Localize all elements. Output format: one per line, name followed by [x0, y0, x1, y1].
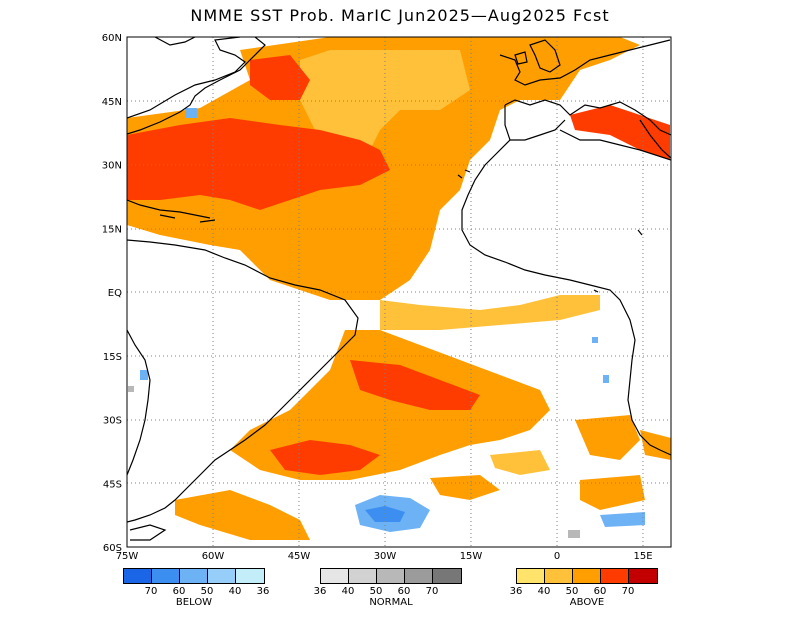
above-region-south-mid: [490, 450, 550, 475]
legend-swatch: [208, 569, 236, 583]
legend-tick: 50: [565, 586, 579, 597]
below-region-se-patch: [600, 512, 645, 527]
legend-tick: 70: [144, 586, 158, 597]
normal-cell-southwest: [128, 386, 134, 392]
above-region-south-atlantic-core: [350, 360, 480, 410]
legend-swatch: [517, 569, 545, 583]
lon-label: 45W: [288, 551, 311, 562]
legend-above-caption: ABOVE: [569, 597, 605, 608]
lat-label: 45N: [102, 97, 122, 108]
lat-label: 15N: [102, 224, 122, 235]
legend-below-ticks: 70 60 50 40 36: [123, 584, 270, 598]
coast-islands: [457, 169, 643, 293]
lat-label: 45S: [103, 479, 122, 490]
legend-above-ticks: 36 40 50 60 70: [510, 584, 658, 598]
legend-swatch: [349, 569, 377, 583]
map-frame: [126, 36, 672, 548]
legend-swatch: [180, 569, 208, 583]
coast-south-america: [127, 239, 359, 523]
lon-label: 15W: [460, 551, 483, 562]
lon-axis: 75W 60W 45W 30W 15W 0 15E: [116, 551, 653, 562]
legend-normal-caption: NORMAL: [369, 597, 413, 608]
below-cell-north: [185, 108, 197, 118]
lon-label: 60W: [202, 551, 225, 562]
legend-below: 70 60 50 40 36 BELOW: [123, 568, 270, 608]
legend-swatch: [124, 569, 152, 583]
coast-cuba-caribbean: [127, 199, 216, 223]
legend-swatch: [152, 569, 180, 583]
legend-above: 36 40 50 60 70 ABOVE: [510, 568, 658, 608]
legend-tick: 70: [425, 586, 439, 597]
legend-below-swatches: [123, 568, 265, 584]
legend-tick: 36: [509, 586, 523, 597]
legend-tick: 60: [593, 586, 607, 597]
coastlines: [127, 37, 671, 541]
lat-label: 30S: [103, 416, 122, 427]
lat-axis: 60N 45N 30N 15N EQ 15S 30S 45S 60S: [102, 33, 122, 554]
legend-tick: 40: [228, 586, 242, 597]
legend-swatch: [573, 569, 601, 583]
lat-label: 60S: [103, 543, 122, 554]
lat-label: EQ: [108, 288, 122, 299]
legend-below-caption: BELOW: [175, 597, 213, 608]
above-region-benguela: [640, 430, 671, 460]
coast-europe: [499, 39, 671, 136]
above-region-nw-patch: [250, 55, 310, 100]
below-cell-africa-2: [592, 337, 598, 343]
legend-swatch: [321, 569, 349, 583]
legend-swatch: [601, 569, 629, 583]
coast-tierra-del-fuego: [129, 524, 167, 541]
legend-swatch: [545, 569, 573, 583]
below-cell-south-america: [140, 370, 148, 380]
legend-normal-swatches: [320, 568, 462, 584]
legend-tick: 50: [369, 586, 383, 597]
lon-label: 75W: [116, 551, 139, 562]
coast-greenland: [154, 37, 196, 46]
coast-north-america: [127, 37, 266, 135]
above-region-south-coast: [270, 440, 380, 475]
legend-swatch: [377, 569, 405, 583]
lat-label: 15S: [103, 352, 122, 363]
above-region-tropical-band: [380, 295, 600, 330]
coast-italy: [639, 119, 671, 159]
above-region-southern-tip: [175, 490, 310, 540]
above-region-subtropical-high: [127, 118, 390, 210]
legend-swatch: [433, 569, 461, 583]
lat-label: 30N: [102, 161, 122, 172]
legend-swatch: [629, 569, 657, 583]
legend-tick: 60: [397, 586, 411, 597]
legend-tick: 36: [313, 586, 327, 597]
coast-iberia: [504, 105, 566, 141]
below-cell-africa: [603, 375, 609, 383]
lon-label: 30W: [374, 551, 397, 562]
above-region-se-far: [580, 475, 645, 510]
legend-swatch: [405, 569, 433, 583]
legend-above-swatches: [516, 568, 658, 584]
probability-shading: [127, 37, 671, 540]
lon-label: 0: [554, 551, 560, 562]
legend-tick: 60: [172, 586, 186, 597]
legend-swatch: [236, 569, 264, 583]
legend-normal-ticks: 36 40 50 60 70: [314, 584, 462, 598]
legend-tick: 40: [341, 586, 355, 597]
above-region-south-scatter: [430, 475, 500, 500]
lon-label: 15E: [633, 551, 652, 562]
legend-tick: 70: [621, 586, 635, 597]
coast-africa: [461, 129, 671, 456]
lat-label: 60N: [102, 33, 122, 44]
legend-tick: 50: [200, 586, 214, 597]
map-title: NMME SST Prob. MarIC Jun2025—Aug2025 Fcs…: [190, 6, 610, 25]
normal-cell-southeast: [568, 530, 580, 538]
above-region-mediterranean: [570, 105, 670, 160]
coast-british-isles: [514, 39, 561, 73]
legend-normal: 36 40 50 60 70 NORMAL: [314, 568, 462, 608]
legend-tick: 36: [256, 586, 270, 597]
above-region-se-patch: [575, 415, 640, 460]
legend-tick: 40: [537, 586, 551, 597]
